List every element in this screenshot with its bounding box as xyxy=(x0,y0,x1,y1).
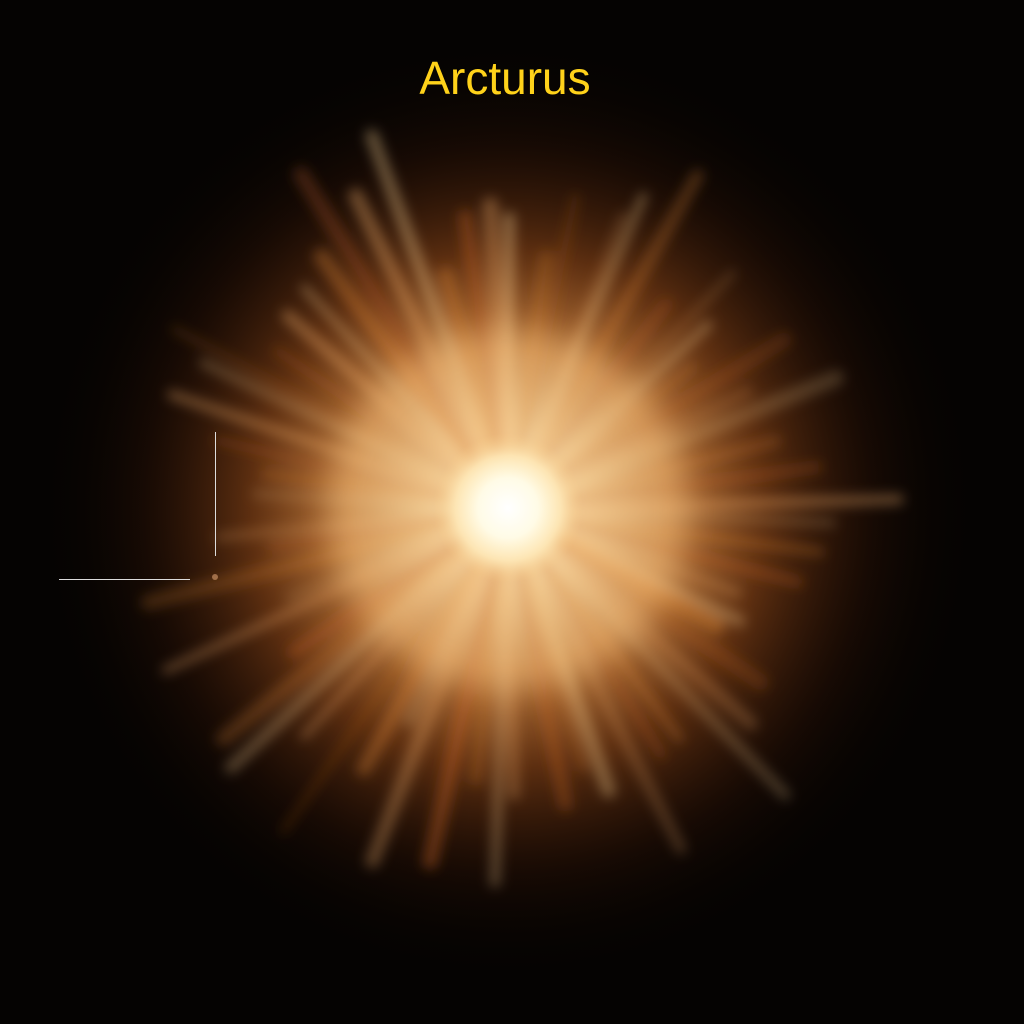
horizontal-marker-line xyxy=(59,579,190,580)
star-core xyxy=(433,433,583,583)
vertical-marker-line xyxy=(215,432,216,556)
faint-companion-star xyxy=(212,574,218,580)
image-title: Arcturus xyxy=(419,52,591,104)
